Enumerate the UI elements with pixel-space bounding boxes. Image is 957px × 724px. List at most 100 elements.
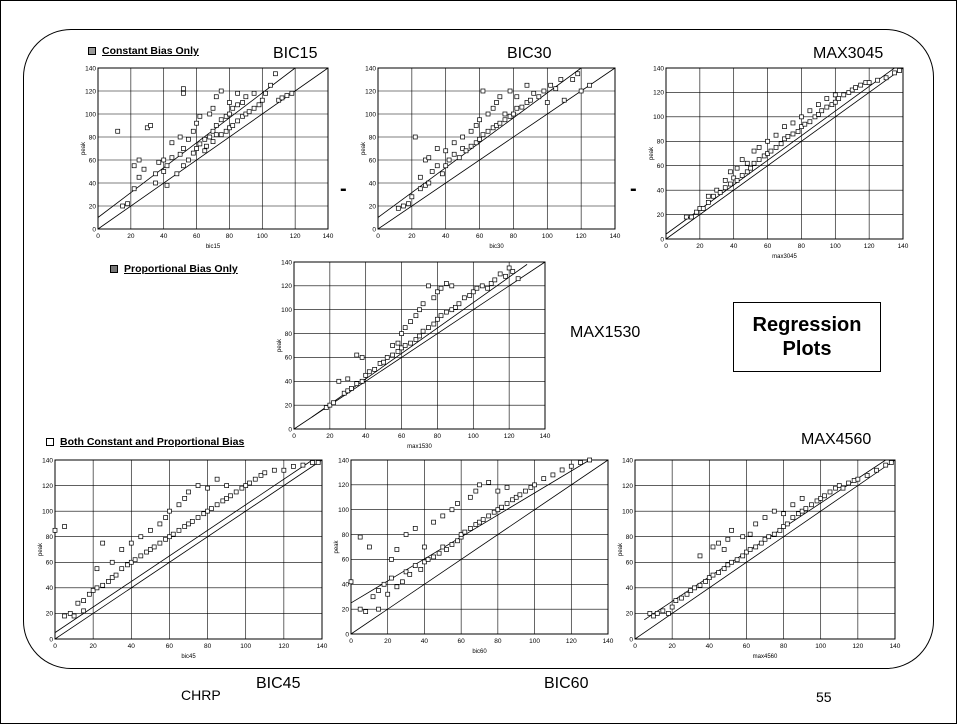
data-point	[575, 71, 581, 77]
data-point	[163, 515, 168, 520]
data-point	[205, 508, 210, 514]
data-point	[734, 178, 740, 183]
y-tick-label: 80	[626, 534, 634, 541]
data-point	[766, 534, 772, 540]
x-tick-label: 20	[384, 638, 392, 645]
data-point	[705, 200, 711, 205]
data-point	[431, 321, 437, 327]
data-point	[773, 132, 779, 138]
data-point	[453, 304, 458, 310]
identity-line	[293, 261, 546, 430]
data-point	[751, 160, 757, 166]
y-tick-label: 60	[89, 157, 97, 164]
data-point	[523, 488, 528, 494]
data-point	[694, 209, 699, 215]
data-point	[731, 175, 737, 181]
y-tick-label: 140	[365, 65, 376, 72]
data-point	[209, 506, 214, 511]
data-point	[258, 472, 264, 478]
data-point	[480, 88, 486, 94]
data-point	[739, 173, 745, 178]
data-point	[233, 489, 239, 495]
data-point	[115, 128, 121, 134]
data-point	[240, 100, 245, 105]
data-point	[86, 591, 92, 597]
data-point	[170, 531, 176, 537]
data-point	[531, 90, 537, 96]
data-point	[716, 570, 721, 575]
data-point	[148, 123, 153, 128]
data-point	[418, 567, 424, 572]
data-point	[174, 171, 180, 177]
data-point	[651, 613, 656, 619]
y-tick-label: 140	[622, 457, 633, 464]
data-point	[367, 544, 372, 550]
data-point	[514, 94, 520, 100]
data-point	[462, 529, 468, 535]
y-tick-label: 40	[89, 180, 97, 187]
y-tick-label: 100	[338, 507, 349, 514]
data-point	[511, 111, 516, 117]
data-point	[181, 163, 186, 169]
data-point	[390, 352, 395, 358]
data-point	[345, 376, 351, 382]
y-tick-label: 60	[46, 560, 54, 567]
data-point	[777, 527, 783, 533]
data-point	[315, 460, 321, 465]
data-point	[490, 105, 496, 111]
x-tick-label: 40	[730, 243, 738, 250]
data-point	[177, 151, 183, 157]
data-point	[230, 105, 236, 111]
x-tick-label: 0	[292, 433, 296, 440]
data-point	[434, 163, 440, 169]
data-point	[273, 71, 278, 77]
x-axis-label: bic45	[181, 654, 196, 660]
data-point	[486, 480, 492, 485]
legend-swatch-both	[46, 438, 54, 446]
data-point	[477, 519, 482, 525]
data-point	[444, 281, 449, 286]
data-point	[167, 508, 172, 514]
data-point	[836, 483, 842, 488]
data-point	[853, 85, 858, 90]
data-point	[561, 97, 567, 103]
data-point	[128, 540, 134, 546]
data-point	[384, 355, 390, 360]
data-point	[751, 148, 757, 154]
data-point	[271, 467, 277, 473]
data-point	[467, 293, 473, 298]
data-point	[429, 169, 435, 174]
x-tick-label: 40	[706, 643, 714, 650]
data-point	[486, 513, 492, 519]
data-point	[729, 527, 734, 533]
data-point	[131, 163, 137, 169]
data-point	[504, 484, 510, 490]
data-point	[227, 100, 232, 105]
data-point	[106, 579, 111, 584]
data-point	[289, 90, 295, 96]
data-point	[485, 111, 491, 117]
data-point	[408, 340, 413, 346]
x-tick-label: 100	[468, 433, 479, 440]
data-point	[456, 155, 462, 161]
data-point	[722, 178, 728, 183]
data-point	[771, 508, 777, 514]
x-axis-label: max4560	[753, 654, 778, 660]
y-tick-label: 0	[49, 636, 53, 643]
data-point	[431, 295, 437, 301]
data-point	[790, 502, 796, 508]
y-tick-label: 80	[285, 331, 293, 338]
data-point	[210, 139, 216, 144]
data-point	[256, 102, 262, 108]
data-point	[502, 117, 508, 123]
data-point	[832, 99, 838, 105]
x-tick-label: 20	[326, 433, 334, 440]
data-point	[194, 146, 199, 151]
data-point	[336, 378, 342, 384]
chart-title-max3045: MAX3045	[813, 45, 884, 62]
data-point	[816, 102, 821, 107]
data-point	[832, 92, 838, 98]
data-point	[836, 96, 842, 101]
data-point	[426, 325, 431, 330]
y-tick-label: 120	[42, 483, 53, 490]
